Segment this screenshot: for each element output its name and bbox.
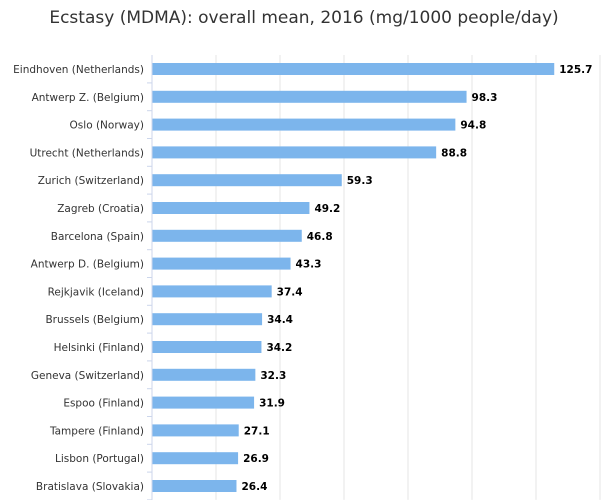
data-label: 98.3 (472, 92, 498, 104)
bar (152, 174, 342, 187)
data-label: 43.3 (296, 259, 322, 271)
bar (152, 118, 456, 131)
category-label: Tampere (Finland) (49, 425, 144, 437)
category-label: Rejkjavik (Iceland) (48, 286, 144, 298)
category-label: Brussels (Belgium) (45, 314, 144, 326)
bar (152, 257, 291, 270)
bar (152, 452, 239, 465)
data-label: 49.2 (314, 203, 340, 215)
data-label: 27.1 (244, 425, 270, 437)
category-label: Zurich (Switzerland) (38, 175, 144, 187)
data-label: 31.9 (259, 398, 285, 410)
data-label: 34.2 (266, 342, 292, 354)
data-label: 59.3 (347, 175, 373, 187)
category-label: Lisbon (Portugal) (55, 453, 144, 465)
bar (152, 480, 237, 492)
data-label: 26.4 (241, 481, 267, 493)
bar (152, 285, 272, 298)
bar (152, 313, 263, 326)
category-label: Helsinki (Finland) (54, 342, 144, 354)
category-label: Eindhoven (Netherlands) (13, 64, 144, 76)
data-label: 37.4 (277, 286, 303, 298)
data-label: 88.8 (441, 147, 467, 159)
data-label: 34.4 (267, 314, 293, 326)
category-label: Utrecht (Netherlands) (30, 147, 144, 159)
category-label: Antwerp D. (Belgium) (31, 259, 144, 271)
category-label: Espoo (Finland) (63, 398, 144, 410)
data-label: 125.7 (559, 64, 592, 76)
bar (152, 90, 467, 103)
bar (152, 341, 262, 353)
chart-title: Ecstasy (MDMA): overall mean, 2016 (mg/1… (49, 8, 559, 28)
bar (152, 424, 239, 437)
bar (152, 202, 310, 214)
category-label: Geneva (Switzerland) (31, 370, 144, 382)
bar (152, 229, 302, 242)
data-label: 26.9 (243, 453, 269, 465)
category-label: Barcelona (Spain) (51, 231, 144, 243)
data-label: 32.3 (260, 370, 286, 382)
data-label: 94.8 (460, 120, 486, 132)
bar (152, 146, 437, 159)
data-label: 46.8 (307, 231, 333, 243)
bar (152, 368, 256, 381)
category-label: Antwerp Z. (Belgium) (32, 92, 144, 104)
category-label: Zagreb (Croatia) (57, 203, 144, 215)
bar (152, 396, 255, 409)
category-label: Oslo (Norway) (70, 120, 144, 132)
category-label: Bratislava (Slovakia) (36, 481, 144, 493)
bar (152, 63, 555, 75)
